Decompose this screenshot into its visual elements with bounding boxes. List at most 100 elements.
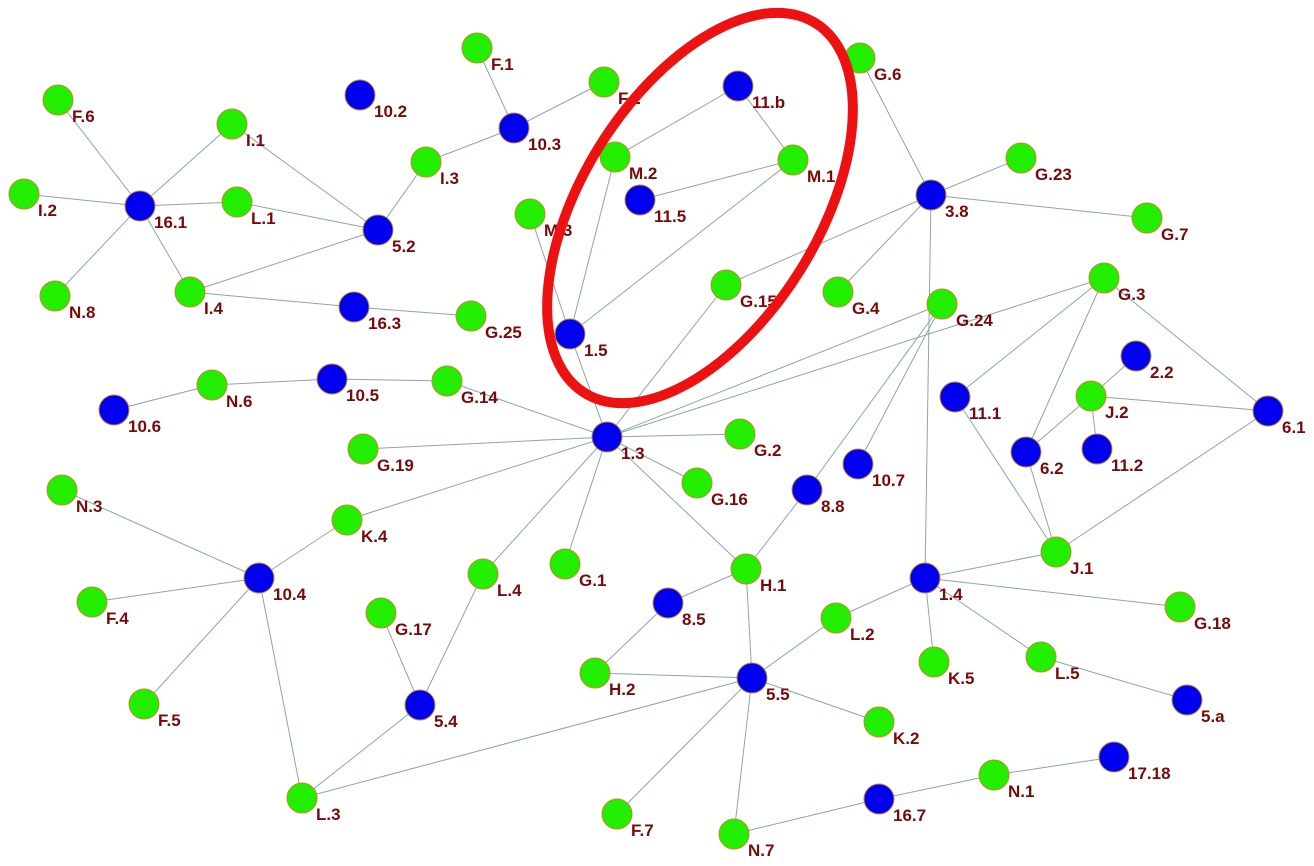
- edge: [139, 123, 233, 207]
- node: [221, 186, 253, 218]
- node: [822, 276, 854, 308]
- edge: [301, 677, 753, 799]
- edge: [419, 573, 484, 706]
- node: [1131, 202, 1163, 234]
- node: [1120, 340, 1152, 372]
- node-label: I.4: [204, 299, 223, 318]
- node-label: 11.2: [1111, 456, 1143, 475]
- node: [554, 318, 586, 350]
- edge: [857, 303, 943, 465]
- edge: [189, 229, 379, 293]
- edge: [569, 159, 794, 335]
- node-label: 10.5: [346, 386, 379, 405]
- edge: [446, 380, 608, 438]
- node: [461, 32, 493, 64]
- edge: [930, 157, 1022, 196]
- node: [39, 280, 71, 312]
- node-label: G.18: [1194, 614, 1231, 633]
- edge: [91, 577, 260, 603]
- edge: [1040, 656, 1188, 701]
- node: [718, 818, 750, 850]
- node-label: I.1: [246, 131, 265, 150]
- node-label: G.15: [740, 292, 777, 311]
- node-label: G.24: [956, 311, 993, 330]
- node: [174, 276, 206, 308]
- node: [736, 662, 768, 694]
- node: [724, 418, 756, 450]
- node-label: G.6: [874, 65, 901, 84]
- node-label: J.1: [1070, 559, 1094, 578]
- node-label: G.1: [579, 571, 606, 590]
- node-label: M.1: [807, 167, 835, 186]
- node: [498, 112, 530, 144]
- edge: [594, 602, 669, 674]
- node-label: 16.3: [368, 314, 401, 333]
- node: [216, 108, 248, 140]
- node-label: L.5: [1055, 664, 1080, 683]
- node-label: L.1: [251, 209, 276, 228]
- node-label: G.17: [395, 620, 432, 639]
- node-label: 6.2: [1040, 459, 1064, 478]
- node-label: F.4: [106, 609, 129, 628]
- node: [8, 178, 40, 210]
- edge: [606, 433, 741, 438]
- edge: [258, 577, 303, 799]
- edge: [1025, 451, 1057, 553]
- edge: [211, 378, 333, 386]
- edge: [606, 284, 727, 438]
- edge: [639, 159, 794, 201]
- node-label: 10.2: [374, 102, 407, 121]
- node-label: G.4: [852, 299, 880, 318]
- node-label: F.5: [158, 711, 181, 730]
- edge: [878, 774, 995, 800]
- node: [1081, 433, 1113, 465]
- node: [681, 467, 713, 499]
- edge: [954, 277, 1105, 398]
- node-label: 5.a: [1201, 707, 1225, 726]
- node-label: I.2: [38, 201, 57, 220]
- node-label: N.3: [76, 497, 102, 516]
- node: [128, 688, 160, 720]
- node: [331, 504, 363, 536]
- edge: [569, 333, 608, 438]
- node: [347, 433, 379, 465]
- node-label: 1.3: [621, 444, 645, 463]
- node: [1164, 591, 1196, 623]
- node-label: L.3: [316, 805, 341, 824]
- node-label: H.2: [609, 680, 635, 699]
- edge: [733, 677, 753, 835]
- node: [842, 448, 874, 480]
- edge: [57, 99, 141, 207]
- edge: [733, 798, 880, 835]
- node: [124, 190, 156, 222]
- edge: [930, 194, 1148, 219]
- node-label: 10.6: [128, 417, 161, 436]
- edge: [835, 577, 926, 619]
- edge: [859, 57, 932, 196]
- edge: [614, 85, 739, 158]
- node-label: K.4: [361, 527, 388, 546]
- edge: [606, 436, 747, 570]
- node: [1040, 536, 1072, 568]
- node-label: J.2: [1105, 403, 1129, 422]
- node-label: 8.5: [682, 610, 706, 629]
- edge: [61, 489, 260, 579]
- node-label: K.2: [893, 729, 919, 748]
- edge: [231, 123, 379, 231]
- node-label: 5.2: [392, 237, 416, 256]
- edge: [513, 81, 605, 129]
- node-label: 8.8: [821, 497, 845, 516]
- edge: [837, 194, 932, 293]
- node-label: N.6: [226, 392, 252, 411]
- node: [467, 558, 499, 590]
- highlight-ellipse: [542, 7, 858, 409]
- edge: [1090, 395, 1269, 412]
- edge: [362, 436, 608, 450]
- node: [1075, 380, 1107, 412]
- edge: [54, 205, 141, 297]
- edge: [1025, 277, 1105, 453]
- node: [820, 602, 852, 634]
- edge: [954, 396, 1057, 553]
